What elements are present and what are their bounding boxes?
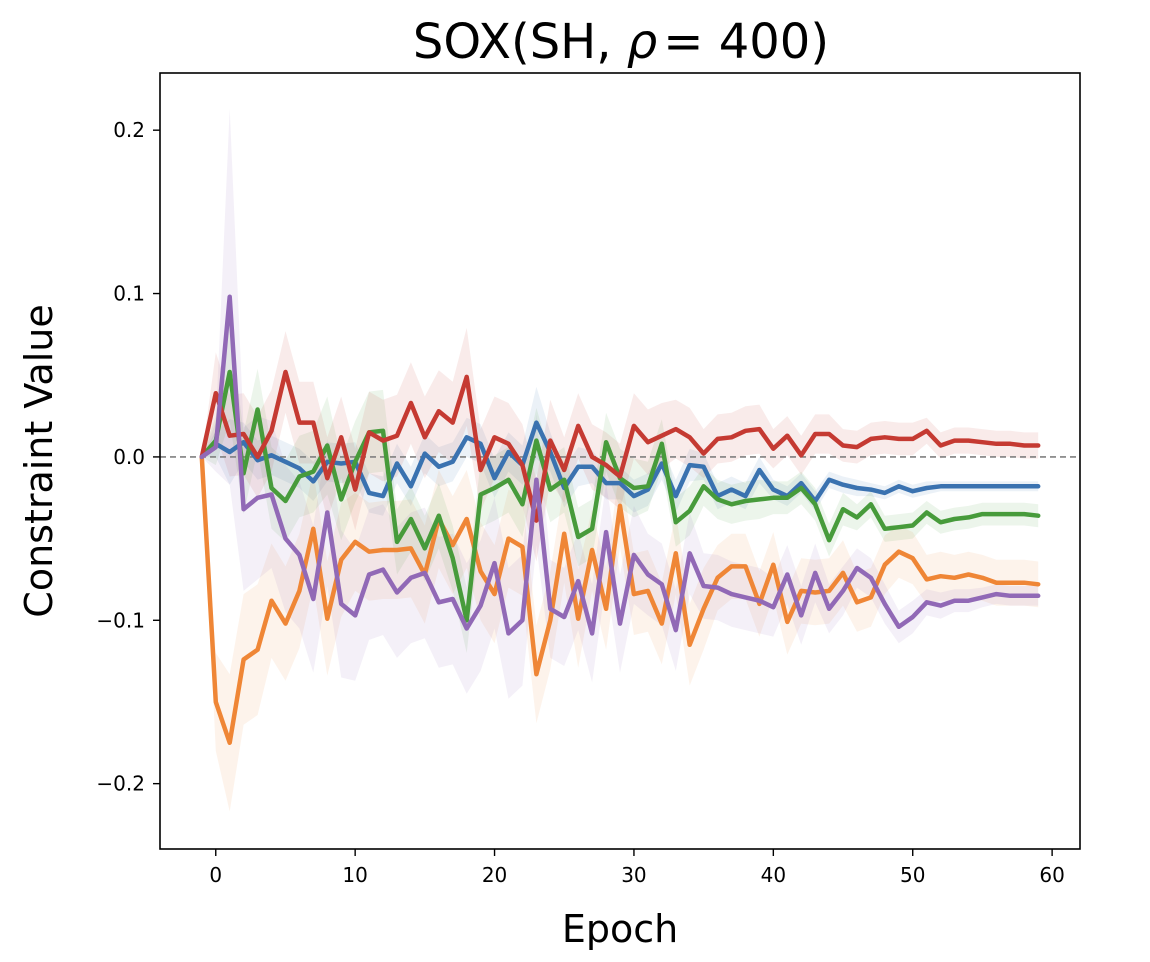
x-tick-label: 60	[1039, 863, 1064, 887]
x-tick-label: 30	[621, 863, 646, 887]
y-tick-label: 0.1	[113, 282, 145, 306]
series-2-band	[201, 456, 1039, 812]
series-4-line	[199, 369, 1041, 523]
series-3-band	[201, 323, 1039, 653]
y-tick-label: −0.1	[96, 608, 145, 632]
series-2-line	[199, 454, 1041, 746]
x-axis: 0 10 20 30 40 50 60	[209, 849, 1065, 887]
y-tick-label: 0.0	[113, 445, 145, 469]
series-1-line	[199, 420, 1041, 504]
series-lines	[199, 294, 1041, 746]
x-tick-label: 50	[900, 863, 925, 887]
series-4-band	[201, 327, 1039, 562]
x-tick-label: 10	[342, 863, 367, 887]
y-axis-label: Constraint Value	[17, 304, 61, 617]
y-tick-label: −0.2	[96, 772, 145, 796]
y-axis: −0.2 −0.1 0.0 0.1 0.2	[96, 118, 160, 796]
series-5-line	[199, 294, 1041, 636]
x-axis-label: Epoch	[562, 907, 678, 951]
chart-title: SOX(SH, ρ = 400)	[413, 14, 829, 70]
y-tick-label: 0.2	[113, 118, 145, 142]
x-tick-label: 0	[209, 863, 222, 887]
x-tick-label: 40	[761, 863, 786, 887]
plot-frame	[159, 72, 1081, 850]
x-tick-label: 20	[482, 863, 507, 887]
